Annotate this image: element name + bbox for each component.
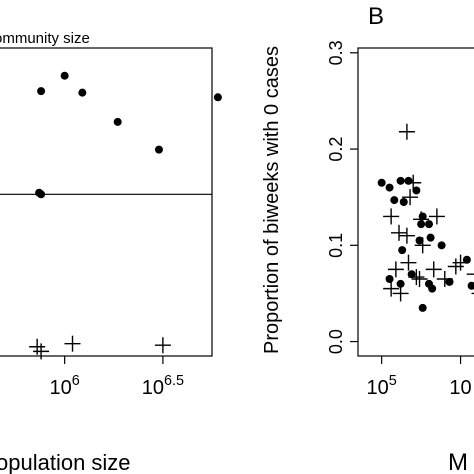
panel-a-scatter: ommunity size 106 106.5 opulation size (0, 30, 222, 474)
panel-b-label: B (368, 3, 384, 30)
panel-b-y-tick-label-1: 0.1 (326, 233, 346, 258)
panel-b-point-1-4 (413, 211, 430, 228)
panel-b-point-0-19 (428, 284, 437, 293)
panel-b-y-tick-label-3: 0.3 (326, 40, 346, 65)
panel-b-point-0-5 (390, 196, 399, 205)
panel-b-point-1-9 (387, 261, 404, 278)
panel-b-point-0-12 (426, 233, 435, 242)
panel-a-point-1-2 (64, 335, 81, 352)
panel-a-point-1-1 (33, 343, 50, 360)
panel-a-x-tick-label-0: 106 (50, 373, 80, 399)
panel-b-point-0-0 (377, 178, 386, 187)
panel-a-point-0-3 (213, 93, 222, 102)
panel-b-point-0-1 (385, 183, 394, 192)
panel-b-point-1-2 (402, 189, 419, 206)
panel-b-point-1-16 (383, 280, 400, 297)
panel-b-point-0-20 (418, 303, 427, 312)
panel-b-point-0-15 (396, 279, 405, 288)
panel-b-point-0-4 (412, 186, 421, 195)
panel-a-point-0-2 (78, 88, 87, 97)
panel-b-point-0-10 (398, 246, 407, 255)
panel-a-plot-area: 106 106.5 (0, 47, 222, 399)
panel-b-point-1-0 (398, 123, 415, 140)
panel-b-point-0-21 (462, 255, 471, 264)
panel-b-point-1-19 (466, 273, 474, 275)
panel-b-y-tick-label-0: 0.0 (326, 329, 346, 354)
panel-b-point-1-6 (391, 224, 408, 241)
panel-b-point-0-13 (437, 241, 446, 250)
panel-b-point-1-12 (436, 271, 453, 287)
panel-b-plot-frame (357, 47, 474, 357)
panel-b-point-1-5 (428, 208, 445, 225)
panel-b-point-1-3 (383, 208, 400, 225)
panel-b-point-1-14 (411, 271, 428, 287)
panel-b-plot-area: 0.0 0.1 0.2 0.3 105 10 (326, 40, 474, 399)
panel-b-scatter: B 0.0 0.1 0.2 0.3 105 10 Proportion of biweek… (261, 3, 474, 474)
panel-b-point-1-10 (400, 254, 417, 271)
panel-b-point-1-17 (392, 285, 409, 302)
panel-b-point-1-11 (425, 261, 442, 278)
panel-a-point-1-3 (154, 337, 171, 354)
panel-b-point-0-3 (404, 176, 413, 185)
panel-a-point-0-0 (60, 71, 69, 80)
panel-b-point-0-11 (415, 236, 424, 245)
panel-b-point-1-8 (414, 237, 431, 254)
panel-a-point-0-4 (113, 117, 122, 126)
panel-b-point-0-2 (396, 176, 405, 185)
panel-b-y-tick-label-2: 0.2 (326, 137, 346, 162)
panel-a-point-1-0 (29, 338, 46, 355)
panel-b-point-0-18 (445, 277, 454, 286)
panel-a-title: ommunity size (0, 30, 90, 47)
panel-b-point-0-6 (399, 198, 408, 206)
panel-b-point-1-1 (405, 174, 422, 191)
panel-b-point-1-15 (447, 258, 464, 275)
panel-b-point-1-18 (452, 254, 469, 271)
panel-b-point-0-14 (385, 275, 394, 283)
panel-b-y-axis-label: Proportion of biweeks with 0 cases (261, 46, 283, 354)
panel-a-point-0-1 (37, 87, 46, 96)
panel-b-point-1-7 (398, 227, 415, 244)
panel-b-point-0-9 (425, 220, 433, 229)
panel-b-point-1-13 (408, 269, 425, 286)
panel-b-point-0-22 (467, 281, 474, 290)
panel-a-x-axis-label: opulation size (0, 450, 131, 474)
panel-b-point-0-16 (407, 270, 416, 279)
panel-b-x-axis-label: M (448, 449, 468, 474)
panel-a-plot-frame (0, 47, 213, 357)
panel-a-point-0-5 (154, 145, 163, 154)
panel-a-point-0-7 (37, 190, 46, 199)
panel-b-x-tick-label-0: 105 (367, 373, 397, 399)
panel-b-x-tick-label-1: 10 (449, 377, 471, 399)
panel-a-x-tick-label-1: 106.5 (142, 373, 184, 399)
